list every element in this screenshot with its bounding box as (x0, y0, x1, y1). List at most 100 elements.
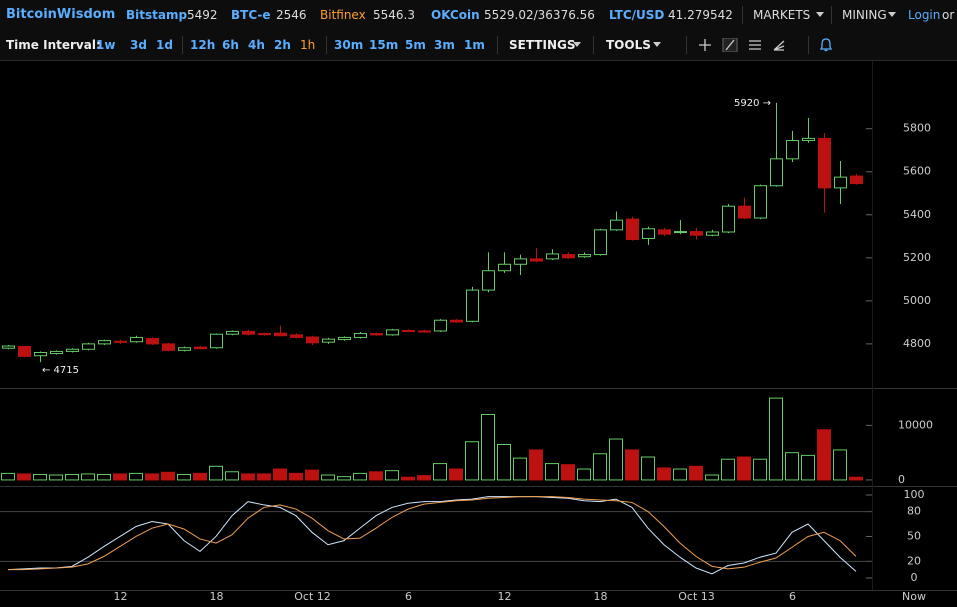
interval[interactable]: 6h (222, 38, 239, 52)
x-tick-label: 6 (405, 590, 412, 603)
dropdown-arrow (816, 12, 824, 17)
ticker-price: 41.279542 (668, 8, 733, 22)
ticker-name[interactable]: Bitfinex (320, 8, 366, 22)
candle-body (802, 137, 815, 142)
volume-bar (529, 449, 543, 481)
candle-body (466, 289, 479, 322)
ticker-price: 2546 (276, 8, 307, 22)
candle-body (402, 330, 415, 333)
interval[interactable]: 30m (334, 38, 364, 52)
interval[interactable]: 3m (434, 38, 455, 52)
interval[interactable]: 1w (96, 38, 116, 52)
volume-bar (113, 473, 127, 481)
candle-body (354, 333, 367, 338)
x-tick-label: 18 (210, 590, 224, 603)
volume-bar (609, 438, 623, 481)
menu[interactable]: TOOLS (606, 38, 651, 52)
candle-body (194, 346, 207, 350)
volume-bar (353, 472, 367, 481)
candle-body (482, 270, 495, 291)
volume-bar (833, 449, 847, 481)
candle-body (626, 218, 639, 241)
volume-bar (705, 474, 719, 481)
interval[interactable]: 3d (130, 38, 147, 52)
y-tick-label: 20 (907, 554, 921, 567)
interval[interactable]: 15m (369, 38, 399, 52)
alert-bell[interactable] (820, 38, 832, 52)
interval[interactable]: 5m (405, 38, 426, 52)
volume-bar (401, 476, 415, 481)
logo[interactable]: BitcoinWisdom (6, 7, 116, 22)
y-tick-label: 5600 (903, 165, 931, 178)
candle-body (18, 345, 31, 357)
candle-body (706, 231, 719, 236)
menu[interactable]: MINING (842, 8, 887, 22)
candle-body (450, 319, 463, 323)
volume-bar (785, 452, 799, 481)
interval[interactable]: 1h (300, 38, 316, 52)
volume-bar (673, 468, 687, 481)
volume-bar (33, 473, 47, 481)
interval[interactable]: 4h (248, 38, 265, 52)
ticker-name[interactable]: OKCoin (431, 8, 480, 22)
y-tick-label: 0 (898, 473, 905, 486)
volume-bar (849, 476, 863, 481)
candle-body (162, 343, 175, 351)
volume-bar (385, 470, 399, 481)
volume-bar (369, 471, 383, 481)
separator (742, 6, 743, 24)
candle-body (498, 263, 511, 272)
candle-body (578, 254, 591, 258)
login-link[interactable]: Login (908, 8, 941, 22)
interval[interactable]: 1m (464, 38, 485, 52)
candle-body (178, 347, 191, 351)
ticker-name[interactable]: LTC/USD (609, 8, 665, 22)
interval[interactable]: 12h (190, 38, 216, 52)
menu[interactable]: MARKETS (753, 8, 811, 22)
candle-body (66, 348, 79, 352)
candle-body (2, 345, 15, 349)
volume-bar (273, 468, 287, 481)
candle-body (818, 137, 831, 189)
now-label: Now (902, 590, 926, 603)
candle-body (130, 336, 143, 343)
volume-bar (81, 473, 95, 481)
separator (593, 36, 594, 54)
candle-body (226, 330, 239, 335)
stoch-line (8, 496, 857, 571)
ticker-name[interactable]: BTC-e (231, 8, 271, 22)
candle-body (338, 336, 351, 341)
interval[interactable]: 1d (156, 38, 173, 52)
volume-bar (737, 456, 751, 481)
ticker-price: 5529.02/36376.56 (484, 8, 595, 22)
max-annotation: 5920 → (734, 98, 771, 109)
candle-body (530, 258, 543, 262)
volume-bar (817, 429, 831, 481)
volume-bar (241, 473, 255, 481)
candle-body (834, 176, 847, 189)
or-text: or (942, 8, 955, 22)
drawing-tools[interactable] (698, 38, 788, 52)
ticker-name[interactable]: Bitstamp (126, 8, 188, 22)
dropdown-arrow (573, 42, 581, 47)
candle-body (434, 319, 447, 332)
volume-bar (49, 474, 63, 481)
volume-bar (177, 473, 191, 481)
volume-bar (1, 472, 15, 481)
candle-body (642, 228, 655, 239)
volume-bar (321, 474, 335, 481)
interval[interactable]: 2h (274, 38, 291, 52)
volume-bar (497, 443, 511, 481)
candle-body (770, 158, 783, 187)
y-tick-label: 0 (911, 571, 918, 584)
candle-body (786, 140, 799, 160)
menu[interactable]: SETTINGS (509, 38, 576, 52)
volume-bar (545, 463, 559, 481)
x-tick-label: Oct 13 (678, 590, 715, 603)
separator (686, 36, 687, 54)
x-tick-label: 18 (594, 590, 608, 603)
y-tick-label: 10000 (898, 418, 933, 431)
candle-body (82, 343, 95, 350)
candle-body (514, 258, 527, 265)
x-tick-label: 12 (114, 590, 128, 603)
